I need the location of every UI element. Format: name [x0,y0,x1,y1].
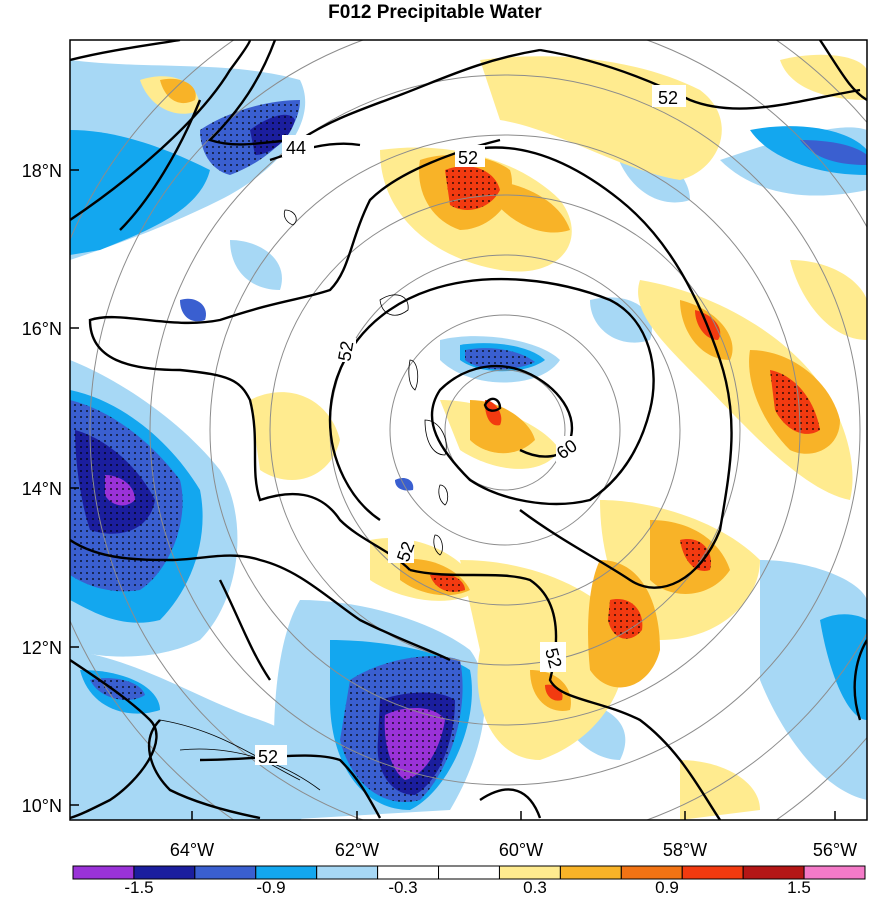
map-plot-area: 44 52 52 52 52 52 60 52 [70,40,867,820]
lon-label-58w: 58°W [663,840,707,860]
colorbar-label: -0.3 [388,878,417,897]
map-frame [69,39,868,821]
lat-label-14n: 14°N [22,479,62,499]
colorbar-swatch [194,865,257,880]
colorbar-swatch [803,865,866,880]
colorbar-label: 1.5 [787,878,811,897]
colorbar [72,865,866,880]
lat-label-12n: 12°N [22,638,62,658]
contour-label: 52 [334,339,357,362]
colorbar-labels: -1.5 -0.9 -0.3 0.3 0.9 1.5 [124,878,810,897]
range-rings [70,40,867,820]
colorbar-swatch [681,865,744,880]
chart-title: F012 Precipitable Water [328,2,542,23]
colorbar-label: 0.9 [655,878,679,897]
lon-label-64w: 64°W [170,840,214,860]
lat-label-18n: 18°N [22,161,62,181]
lon-label-60w: 60°W [499,840,543,860]
colorbar-swatch [438,865,500,880]
contour-label: 52 [258,747,278,767]
colorbar-label: -0.9 [256,878,285,897]
lat-label-16n: 16°N [22,319,62,339]
bold-contours [70,40,867,820]
colorbar-label: 0.3 [523,878,547,897]
lon-label-56w: 56°W [813,840,857,860]
contour-label: 52 [458,148,478,168]
colorbar-swatch [316,865,379,880]
lat-label-10n: 10°N [22,796,62,816]
latitude-axis: 18°N 16°N 14°N 12°N 10°N [22,161,79,816]
lon-label-62w: 62°W [335,840,379,860]
colorbar-swatch [559,865,622,880]
contour-label: 52 [658,88,678,108]
longitude-axis: 64°W 62°W 60°W 58°W 56°W [170,811,857,860]
colorbar-label: -1.5 [124,878,153,897]
contour-label: 44 [286,138,306,158]
